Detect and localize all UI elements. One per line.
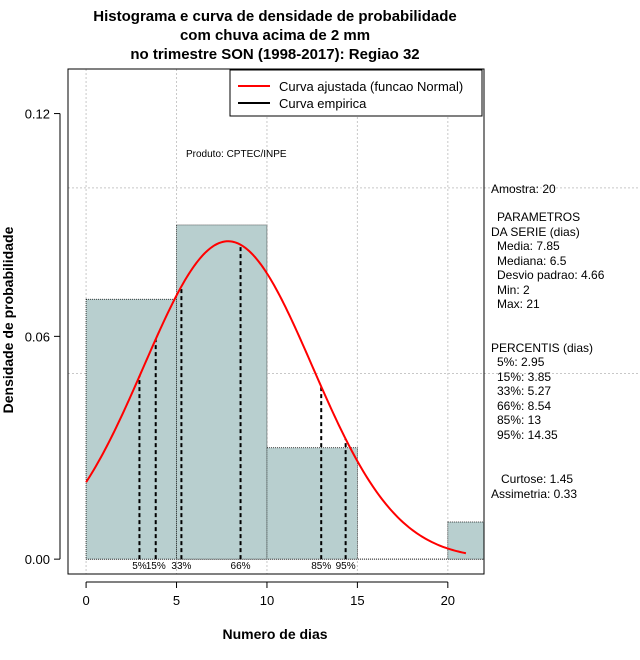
stat-media: Media: 7.85 [497, 239, 560, 253]
percentile-label-1: 15% [146, 561, 166, 572]
percentile-label-5: 95% [336, 561, 356, 572]
x-tick-label-1: 5 [173, 593, 180, 608]
x-axis-label: Numero de dias [222, 626, 327, 642]
percentile-lines [138, 244, 347, 560]
stat-min: Min: 2 [497, 283, 530, 297]
histogram-bar-0 [85, 298, 177, 560]
legend-label-empirical: Curva empirica [279, 96, 367, 111]
stat-assimetria: Assimetria: 0.33 [491, 487, 577, 501]
stat-amostra: Amostra: 20 [491, 182, 556, 196]
stat-parametros-title-2: DA SERIE (dias) [491, 225, 580, 239]
stat-percentis-title: PERCENTIS (dias) [491, 341, 593, 355]
y-tick-label-1: 0.06 [25, 329, 50, 344]
histogram-bars [85, 224, 485, 560]
y-axis: 0.00 0.06 0.12 [25, 107, 61, 567]
stat-p33: 33%: 5.27 [497, 384, 551, 398]
stat-p66: 66%: 8.54 [497, 399, 551, 413]
stat-parametros-title-1: PARAMETROS [497, 210, 580, 224]
percentile-label-2: 33% [171, 561, 191, 572]
stats-panel: Amostra: 20 PARAMETROS DA SERIE (dias) M… [491, 182, 605, 501]
y-tick-label-2: 0.12 [25, 107, 50, 122]
chart-title-line-3: no trimestre SON (1998-2017): Regiao 32 [130, 46, 419, 63]
y-axis-label: Densidade de probabilidade [0, 226, 16, 413]
normal-curve-line [85, 240, 467, 555]
normal-curve [85, 240, 467, 555]
x-tick-label-3: 15 [350, 593, 364, 608]
stat-max: Max: 21 [497, 297, 540, 311]
stat-p5: 5%: 2.95 [497, 355, 545, 369]
stat-p95: 95%: 14.35 [497, 428, 558, 442]
percentile-label-0: 5% [132, 561, 147, 572]
percentile-labels: 5% 15% 33% 66% 85% 95% [132, 561, 356, 572]
stat-desvio: Desvio padrao: 4.66 [497, 268, 605, 282]
chart-title-line-2: com chuva acima de 2 mm [180, 27, 370, 44]
histogram-bar-1 [176, 224, 268, 560]
x-tick-label-2: 10 [260, 593, 274, 608]
percentile-label-4: 85% [311, 561, 331, 572]
percentile-label-3: 66% [231, 561, 251, 572]
legend: Curva ajustada (funcao Normal) Curva emp… [229, 69, 483, 117]
histogram-bar-4 [447, 521, 485, 560]
chart-title-line-1: Histograma e curva de densidade de proba… [93, 8, 456, 25]
y-tick-label-0: 0.00 [25, 552, 50, 567]
stat-mediana: Mediana: 6.5 [497, 254, 567, 268]
legend-label-normal: Curva ajustada (funcao Normal) [279, 79, 463, 94]
stat-curtose: Curtose: 1.45 [501, 472, 573, 486]
legend-box [229, 69, 483, 117]
x-axis: 0 5 10 15 20 [82, 581, 455, 608]
x-tick-label-4: 20 [441, 593, 455, 608]
histogram-bar-2 [266, 447, 358, 560]
stat-p15: 15%: 3.85 [497, 370, 551, 384]
plot-frame [67, 68, 485, 575]
x-tick-label-0: 0 [82, 593, 89, 608]
credit-annotation: Produto: CPTEC/INPE [186, 149, 287, 160]
stat-p85: 85%: 13 [497, 413, 541, 427]
